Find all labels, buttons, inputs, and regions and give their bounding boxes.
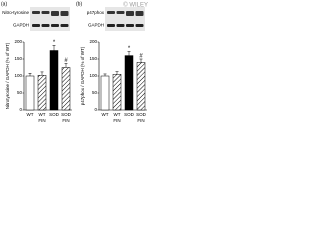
significance-marker: #	[139, 54, 143, 60]
blot	[105, 7, 145, 31]
y-tick-label: 50	[17, 90, 23, 95]
treatment-label: FIN	[113, 118, 120, 123]
bar	[61, 67, 71, 111]
blot-band	[116, 11, 125, 14]
blot-band	[116, 24, 125, 27]
bar	[124, 55, 134, 111]
blot-band	[32, 24, 40, 27]
y-tick-label: 150	[89, 56, 97, 61]
blot-band	[41, 24, 50, 27]
bar	[112, 74, 122, 111]
x-tick-label: WT	[102, 112, 109, 117]
bar	[100, 75, 110, 111]
significance-marker: *	[128, 46, 131, 52]
y-tick-label: 0	[94, 107, 97, 112]
bar	[136, 62, 146, 111]
significance-marker: #	[64, 58, 68, 64]
blot-label: GAPDH	[13, 23, 29, 28]
panel-label: (b)	[76, 1, 82, 7]
bar	[49, 50, 59, 111]
y-tick-label: 100	[14, 73, 22, 78]
watermark: © WILEY	[123, 2, 148, 9]
significance-marker: *	[53, 40, 56, 46]
y-axis-label: p47phox / GAPDH (% of WT)	[80, 46, 85, 105]
y-tick-label: 50	[92, 90, 98, 95]
panel-label: (a)	[1, 1, 7, 7]
blot-label: GAPDH	[88, 23, 104, 28]
x-tick-label: SOD	[124, 112, 135, 117]
y-tick-label: 100	[89, 73, 97, 78]
y-axis-label: Nitrotyrosine / GAPDH (% of WT)	[5, 42, 10, 109]
blot-band	[126, 24, 134, 27]
x-tick-label: WT	[114, 112, 121, 117]
blot-band	[126, 11, 134, 16]
blot-band	[60, 11, 69, 16]
y-tick-label: 200	[89, 39, 97, 44]
x-tick-label: SOD	[49, 112, 60, 117]
y-tick-label: 0	[19, 107, 22, 112]
blot-band	[51, 11, 59, 16]
blot-band	[32, 11, 40, 14]
blot-band	[51, 24, 59, 27]
blot	[30, 7, 70, 31]
blot-label: Nitro-tyrosine	[2, 10, 29, 15]
treatment-label: FIN	[137, 118, 144, 123]
treatment-label: FIN	[62, 118, 69, 123]
bar	[37, 75, 47, 111]
y-tick-label: 200	[14, 39, 22, 44]
blot-band	[135, 11, 144, 16]
blot-band	[135, 24, 144, 27]
treatment-label: FIN	[38, 118, 45, 123]
blot-band	[107, 11, 115, 14]
x-tick-label: SOD	[61, 112, 72, 117]
x-tick-label: WT	[27, 112, 34, 117]
blot-band	[60, 24, 69, 27]
blot-label: p47phox	[87, 10, 105, 15]
blot-band	[107, 24, 115, 27]
x-tick-label: SOD	[136, 112, 147, 117]
y-tick-label: 150	[14, 56, 22, 61]
blot-band	[41, 11, 50, 14]
figure: © WILEY (a) Nitro-tyrosine GAPDH 0 50 100 150 2…	[1, 1, 148, 123]
x-tick-label: WT	[39, 112, 46, 117]
bar	[25, 75, 35, 111]
